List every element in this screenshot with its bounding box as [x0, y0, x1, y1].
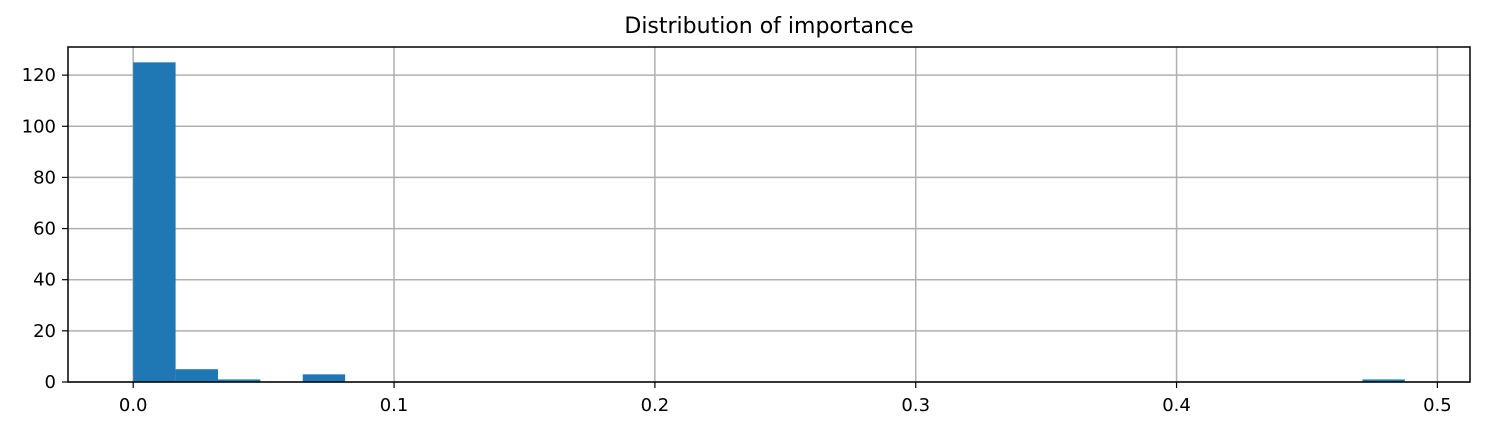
chart-title: Distribution of importance	[624, 14, 913, 39]
x-tick-label: 0.1	[380, 395, 409, 416]
y-tick-label: 80	[33, 167, 56, 188]
y-tick-label: 100	[22, 116, 56, 137]
y-tick-label: 60	[33, 219, 56, 240]
grid	[68, 47, 1470, 383]
histogram-bar	[1362, 379, 1405, 382]
x-tick-label: 0.3	[901, 395, 930, 416]
x-axis: 0.0 0.1 0.2 0.3 0.4 0.5	[119, 382, 1452, 416]
histogram-bar	[175, 369, 218, 382]
plot-frame	[67, 46, 1471, 383]
y-tick-label: 0	[45, 372, 56, 393]
y-tick-label: 120	[22, 65, 56, 86]
histogram-bar	[302, 374, 346, 382]
y-tick-label: 20	[33, 321, 56, 342]
x-tick-label: 0.4	[1162, 395, 1191, 416]
y-tick-label: 40	[33, 270, 56, 291]
x-tick-label: 0.2	[641, 395, 670, 416]
histogram-bar	[217, 379, 261, 382]
x-tick-label: 0.0	[119, 395, 148, 416]
histogram-bar	[133, 62, 176, 383]
y-axis: 0 20 40 60 80 100 120	[22, 65, 68, 393]
x-tick-label: 0.5	[1423, 395, 1452, 416]
histogram-bars	[133, 62, 1405, 383]
